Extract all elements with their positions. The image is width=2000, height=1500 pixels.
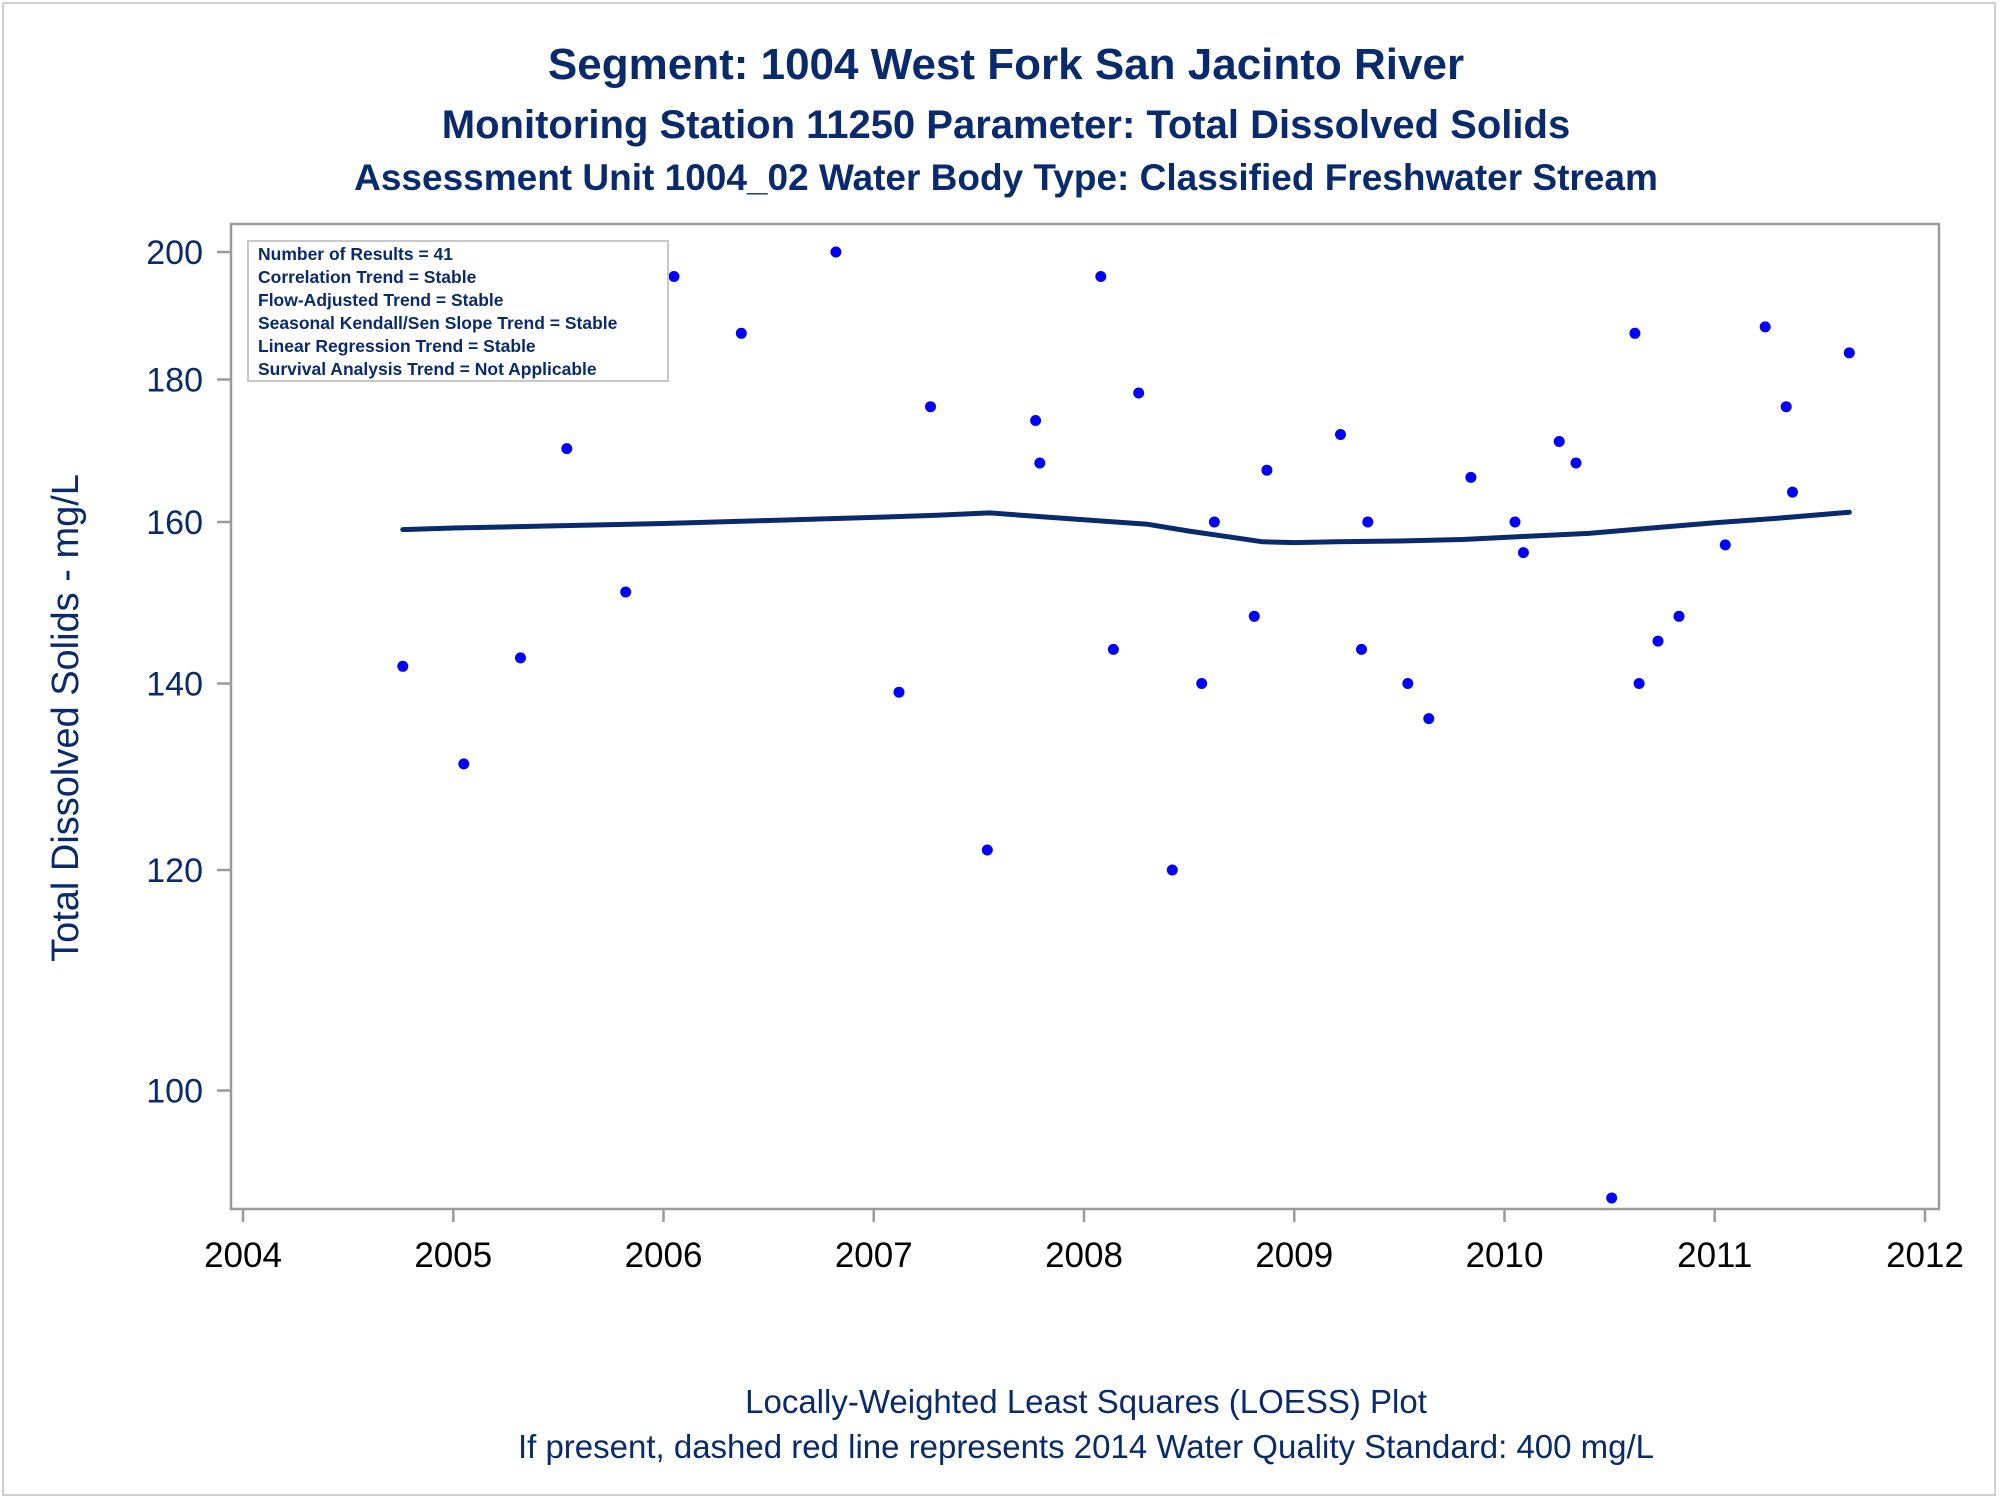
stats-count: Number of Results = 41 <box>258 244 453 264</box>
y-tick-label: 180 <box>146 361 203 399</box>
data-point <box>1196 678 1208 689</box>
footnote-loess: Locally-Weighted Least Squares (LOESS) P… <box>745 1383 1427 1420</box>
loess-line <box>400 509 1852 546</box>
data-point <box>1517 547 1529 559</box>
chart-subtitle-2: Assessment Unit 1004_02 Water Body Type:… <box>354 157 1658 198</box>
x-tick-label: 2011 <box>1677 1236 1752 1275</box>
loess-layer <box>400 509 1852 546</box>
data-point <box>1652 635 1664 647</box>
data-point <box>1633 678 1645 689</box>
points-layer <box>397 246 1855 1204</box>
y-tick-label: 120 <box>146 852 203 890</box>
data-point <box>620 586 632 598</box>
data-point <box>1034 457 1046 469</box>
data-point <box>1780 401 1792 413</box>
data-point <box>1629 327 1641 339</box>
y-tick-label: 160 <box>146 504 203 542</box>
x-tick-label: 2004 <box>204 1236 282 1275</box>
stats-linear-regression-trend: Linear Regression Trend = Stable <box>258 336 536 356</box>
data-point <box>1553 436 1565 447</box>
data-point <box>1133 387 1145 399</box>
data-point <box>1673 610 1685 622</box>
data-point <box>981 844 993 856</box>
y-axis-label: Total Dissolved Solids - mg/L <box>45 474 87 962</box>
x-tick-label: 2007 <box>835 1236 913 1275</box>
stats-flow-adjusted-trend: Flow-Adjusted Trend = Stable <box>258 290 504 310</box>
data-point <box>1335 429 1346 440</box>
chart-title: Segment: 1004 West Fork San Jacinto Rive… <box>548 40 1464 89</box>
stats-survival-analysis-trend: Survival Analysis Trend = Not Applicable <box>258 359 597 379</box>
data-point <box>1787 486 1798 498</box>
data-point <box>830 246 842 258</box>
data-point <box>1509 516 1521 528</box>
data-point <box>1423 713 1435 725</box>
y-tick-label: 100 <box>146 1073 203 1111</box>
data-point <box>893 686 905 698</box>
data-point <box>1208 516 1220 528</box>
data-point <box>1095 271 1107 282</box>
data-point <box>1030 415 1042 426</box>
stats-legend-box <box>247 240 669 382</box>
stats-legend: Number of Results = 41 Correlation Trend… <box>247 240 669 382</box>
data-point <box>925 401 936 413</box>
stats-correlation-trend: Correlation Trend = Stable <box>258 267 477 287</box>
data-point <box>1719 539 1731 551</box>
data-point <box>1166 864 1178 876</box>
y-axis: 100 120 140 160 180 200 <box>146 234 231 1111</box>
data-point <box>561 443 573 455</box>
data-point <box>397 660 409 672</box>
y-tick-label: 200 <box>146 234 203 272</box>
data-point <box>1606 1192 1618 1204</box>
y-tick-label: 140 <box>146 666 203 704</box>
data-point <box>1570 457 1582 469</box>
data-point <box>1759 321 1771 333</box>
data-point <box>1261 464 1273 476</box>
stats-seasonal-kendall-trend: Seasonal Kendall/Sen Slope Trend = Stabl… <box>258 313 618 333</box>
x-tick-label: 2008 <box>1045 1236 1123 1275</box>
x-tick-label: 2006 <box>625 1236 703 1275</box>
chart-subtitle: Monitoring Station 11250 Parameter: Tota… <box>442 103 1570 147</box>
data-point <box>458 758 470 770</box>
data-point <box>1465 471 1477 483</box>
data-point <box>1356 643 1367 655</box>
data-point <box>1248 610 1260 622</box>
data-point <box>1362 516 1374 528</box>
data-point <box>1402 678 1414 689</box>
x-tick-label: 2012 <box>1886 1236 1964 1275</box>
data-point <box>735 327 747 339</box>
data-point <box>1107 643 1119 655</box>
x-axis: 2004 2005 2006 2007 2008 2009 2010 2011 2012 <box>204 1209 1964 1275</box>
data-point <box>1843 347 1855 359</box>
footnote-standard: If present, dashed red line represents 2… <box>518 1428 1654 1465</box>
x-tick-label: 2005 <box>414 1236 492 1275</box>
x-tick-label: 2009 <box>1255 1236 1333 1275</box>
x-tick-label: 2010 <box>1466 1236 1544 1275</box>
data-point <box>515 652 526 664</box>
data-point <box>668 271 680 282</box>
